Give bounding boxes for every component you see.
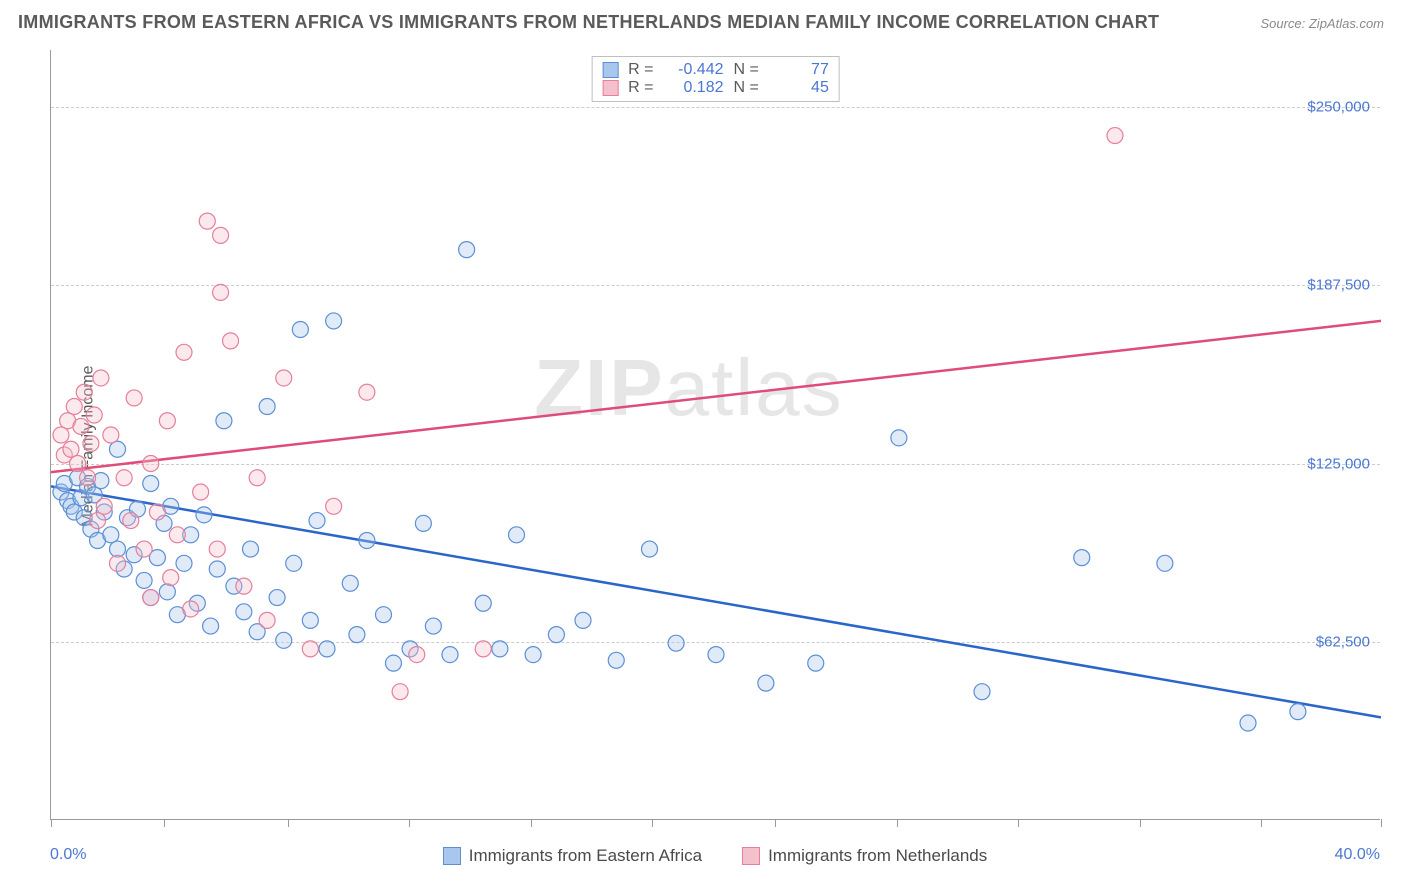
chart-source: Source: ZipAtlas.com	[1260, 16, 1384, 31]
legend-label-series2: Immigrants from Netherlands	[768, 846, 987, 866]
legend-swatch-series2	[742, 847, 760, 865]
legend-row-series1: R = -0.442 N = 77	[602, 61, 829, 79]
legend-swatch-series1	[602, 62, 618, 78]
legend-swatch-series2	[602, 80, 618, 96]
series-legend: Immigrants from Eastern Africa Immigrant…	[50, 846, 1380, 866]
r-label: R =	[628, 61, 653, 79]
legend-label-series1: Immigrants from Eastern Africa	[469, 846, 702, 866]
r-label: R =	[628, 79, 653, 97]
svg-scatter-layer	[51, 50, 1381, 820]
n-label: N =	[734, 61, 759, 79]
n-label: N =	[734, 79, 759, 97]
r-value-series2: 0.182	[664, 79, 724, 97]
legend-item-series1: Immigrants from Eastern Africa	[443, 846, 702, 866]
r-value-series1: -0.442	[664, 61, 724, 79]
chart-title: IMMIGRANTS FROM EASTERN AFRICA VS IMMIGR…	[18, 12, 1159, 33]
n-value-series2: 45	[769, 79, 829, 97]
n-value-series1: 77	[769, 61, 829, 79]
x-axis-row: 0.0% 40.0% Immigrants from Eastern Afric…	[50, 828, 1380, 858]
legend-row-series2: R = 0.182 N = 45	[602, 79, 829, 97]
correlation-legend: R = -0.442 N = 77 R = 0.182 N = 45	[591, 56, 840, 102]
legend-item-series2: Immigrants from Netherlands	[742, 846, 987, 866]
plot-area: ZIPatlas R = -0.442 N = 77 R = 0.182 N =…	[50, 50, 1380, 820]
legend-swatch-series1	[443, 847, 461, 865]
